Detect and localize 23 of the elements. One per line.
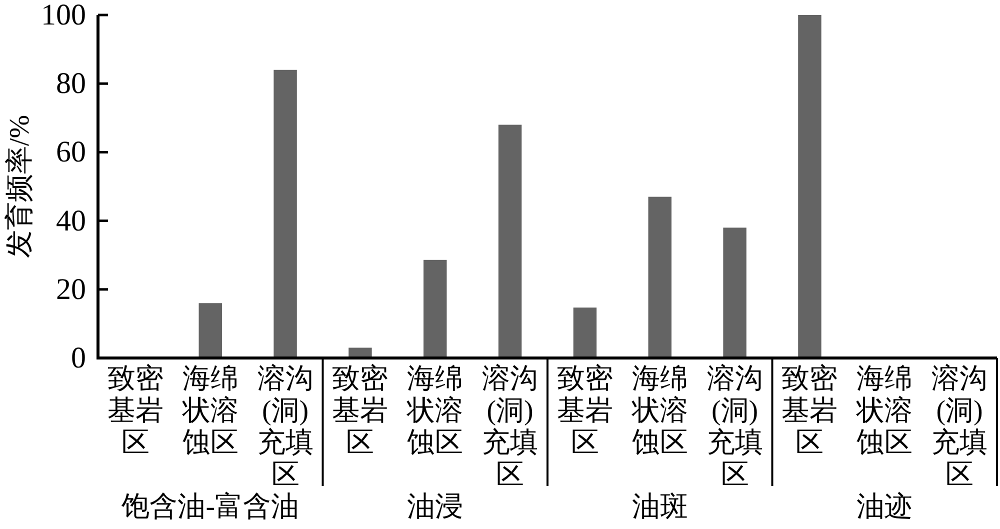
x-tick-label: 海绵状溶蚀区 bbox=[630, 364, 688, 458]
y-tick-label: 60 bbox=[56, 136, 86, 169]
text: 油斑 bbox=[632, 492, 688, 522]
y-axis-title: 发育频率/% bbox=[4, 114, 36, 258]
y-tick-label: 20 bbox=[56, 272, 86, 306]
y-tick-label: 100 bbox=[41, 0, 86, 32]
y-tick-label: 40 bbox=[56, 204, 86, 238]
x-tick-label: 致密基岩区 bbox=[107, 364, 164, 458]
y-tick-label: 0 bbox=[71, 342, 86, 374]
x-tick-label: 溶沟(洞)充填区 bbox=[706, 364, 763, 490]
x-tick-label: 致密基岩区 bbox=[556, 364, 613, 458]
text: 油迹 bbox=[856, 492, 913, 522]
x-tick-label: 溶沟(洞)充填区 bbox=[482, 364, 538, 490]
x-tick-label: 致密基岩区 bbox=[782, 364, 838, 458]
x-tick-label: 致密基岩区 bbox=[332, 364, 388, 458]
x-tick-label: 海绵状溶蚀区 bbox=[181, 364, 238, 458]
x-tick-label: 溶沟(洞)充填区 bbox=[932, 364, 988, 490]
text: 饱含油-富含油 bbox=[120, 492, 300, 522]
x-tick-label: 溶沟(洞)充填区 bbox=[257, 364, 314, 490]
x-tick-label: 海绵状溶蚀区 bbox=[856, 364, 913, 458]
y-tick-label: 80 bbox=[56, 67, 86, 100]
x-tick-label: 海绵状溶蚀区 bbox=[406, 364, 464, 458]
text: 油浸 bbox=[407, 492, 464, 522]
